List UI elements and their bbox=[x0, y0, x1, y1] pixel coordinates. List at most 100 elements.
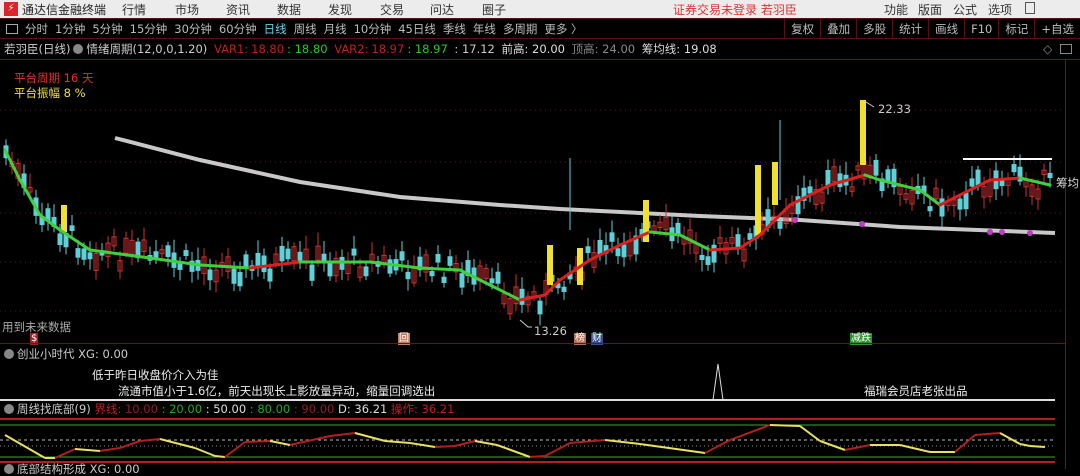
menu-zixun[interactable]: 资讯 bbox=[226, 3, 251, 17]
moving-average-segment bbox=[148, 256, 202, 267]
dropdown-icon[interactable] bbox=[4, 349, 14, 359]
moving-average-segment bbox=[878, 178, 922, 192]
menu-gongshi[interactable]: 公式 bbox=[953, 3, 978, 17]
sidebar-toggle-icon[interactable] bbox=[6, 23, 18, 34]
candle-body bbox=[597, 239, 603, 255]
oscillator-segment bbox=[54, 448, 76, 459]
moving-average-segment bbox=[588, 243, 622, 262]
menu-quanzi[interactable]: 圈子 bbox=[482, 3, 507, 17]
tool-zixuan[interactable]: +自选 bbox=[1034, 19, 1080, 39]
panel3-v2: : 20.00 bbox=[161, 402, 203, 416]
chip-marker bbox=[987, 229, 993, 235]
menu-shichang[interactable]: 市场 bbox=[175, 3, 200, 17]
low-price-label: 13.26 bbox=[534, 324, 567, 338]
period-monthly[interactable]: 月线 bbox=[323, 21, 347, 36]
panel4-title[interactable]: 底部结构形成 bbox=[17, 462, 86, 476]
candle-body bbox=[729, 236, 735, 244]
menu-hangqing[interactable]: 行情 bbox=[122, 3, 147, 17]
period-quarter[interactable]: 季线 bbox=[442, 21, 466, 36]
period-15min[interactable]: 15分钟 bbox=[129, 21, 168, 36]
candle-body bbox=[399, 251, 405, 261]
moving-average-segment bbox=[3, 148, 22, 182]
period-10min[interactable]: 10分钟 bbox=[353, 21, 392, 36]
panel3-title[interactable]: 周线找底部(9) bbox=[17, 402, 91, 416]
candle-body bbox=[447, 256, 453, 266]
tool-biaoji[interactable]: 标记 bbox=[998, 19, 1034, 39]
app-title: 通达信金融终端 bbox=[22, 2, 107, 17]
menu-shuju[interactable]: 数据 bbox=[277, 3, 302, 17]
period-1min[interactable]: 1分钟 bbox=[55, 21, 86, 36]
indicator-name[interactable]: 情绪周期(12,0,0,1.20) bbox=[86, 42, 208, 56]
period-5min[interactable]: 5分钟 bbox=[92, 21, 123, 36]
dropdown-icon[interactable] bbox=[73, 44, 84, 54]
candle-body bbox=[1029, 184, 1035, 197]
menu-gongneng[interactable]: 功能 bbox=[884, 3, 909, 17]
qiangao-value: 前高: 20.00 bbox=[501, 42, 565, 56]
menu-faxian[interactable]: 发现 bbox=[328, 3, 353, 17]
panel2-header: 创业小时代 XG: 0.00 bbox=[4, 347, 128, 361]
candle-body bbox=[795, 196, 801, 215]
oscillator-segment bbox=[604, 439, 641, 445]
period-weekly[interactable]: 周线 bbox=[293, 21, 317, 36]
divider bbox=[0, 343, 1065, 344]
var3-value: : 17.12 bbox=[454, 42, 495, 56]
period-year[interactable]: 年线 bbox=[472, 21, 496, 36]
candle-body bbox=[405, 271, 411, 280]
period-multi[interactable]: 多周期 bbox=[502, 21, 538, 36]
candle-body bbox=[705, 256, 711, 265]
menu-banmian[interactable]: 版面 bbox=[918, 3, 943, 17]
login-status[interactable]: 证券交易未登录 若羽臣 bbox=[673, 3, 797, 17]
moving-average-segment bbox=[618, 230, 652, 247]
moving-average-segment bbox=[543, 278, 562, 297]
oscillator-segment bbox=[434, 445, 456, 448]
moving-average-segment bbox=[738, 233, 762, 250]
moving-average-segment bbox=[788, 183, 832, 207]
tool-diejia[interactable]: 叠加 bbox=[820, 19, 856, 39]
candle-body bbox=[933, 187, 939, 200]
dropdown-icon[interactable] bbox=[4, 464, 14, 474]
panel2-spike bbox=[712, 363, 724, 401]
dropdown-icon[interactable] bbox=[4, 404, 14, 414]
oscillator-segment bbox=[1019, 443, 1031, 447]
panel3-op: 36.21 bbox=[421, 402, 455, 416]
period-more[interactable]: 更多 〉 bbox=[544, 21, 583, 36]
oscillator-segment bbox=[99, 447, 121, 452]
panel3-v4: : 80.00 bbox=[249, 402, 291, 416]
candle-body bbox=[387, 259, 393, 274]
tool-huaxian[interactable]: 画线 bbox=[928, 19, 964, 39]
candle-body bbox=[813, 189, 819, 205]
var2-value: 18.97 bbox=[371, 42, 405, 56]
tool-tongji[interactable]: 统计 bbox=[892, 19, 928, 39]
tool-duogu[interactable]: 多股 bbox=[856, 19, 892, 39]
divider bbox=[0, 59, 1080, 60]
tool-f10[interactable]: F10 bbox=[964, 19, 998, 39]
oscillator-segment bbox=[194, 447, 216, 457]
candle-body bbox=[537, 300, 543, 315]
candle-body bbox=[423, 254, 429, 273]
oscillator-segment bbox=[819, 440, 846, 451]
period-daily[interactable]: 日线 bbox=[263, 21, 287, 36]
oscillator-segment bbox=[639, 443, 706, 454]
panel3-v1: 10.00 bbox=[124, 402, 158, 416]
moving-average-segment bbox=[708, 246, 742, 252]
menu-wenda[interactable]: 问达 bbox=[430, 3, 455, 17]
panel3-op-label: 操作: bbox=[390, 402, 418, 416]
candle-body bbox=[969, 178, 975, 187]
diamond-icon[interactable]: ◇ bbox=[1043, 42, 1053, 56]
menu-jiaoyi[interactable]: 交易 bbox=[380, 3, 405, 17]
menu-xuanxiang[interactable]: 选项 bbox=[988, 3, 1013, 17]
candle-body bbox=[69, 225, 75, 231]
window-icon[interactable] bbox=[1025, 2, 1035, 14]
period-45day[interactable]: 45日线 bbox=[398, 21, 436, 36]
candle-body bbox=[417, 256, 423, 271]
oscillator-segment bbox=[999, 432, 1021, 445]
panel-toggle-icon[interactable] bbox=[1060, 44, 1072, 54]
period-fenshi[interactable]: 分时 bbox=[25, 21, 48, 36]
period-60min[interactable]: 60分钟 bbox=[218, 21, 257, 36]
panel2-title[interactable]: 创业小时代 bbox=[17, 347, 75, 361]
moving-average-segment bbox=[38, 213, 62, 232]
oscillator-segment bbox=[269, 440, 291, 446]
tool-fuquan[interactable]: 复权 bbox=[784, 19, 820, 39]
period-30min[interactable]: 30分钟 bbox=[174, 21, 212, 36]
